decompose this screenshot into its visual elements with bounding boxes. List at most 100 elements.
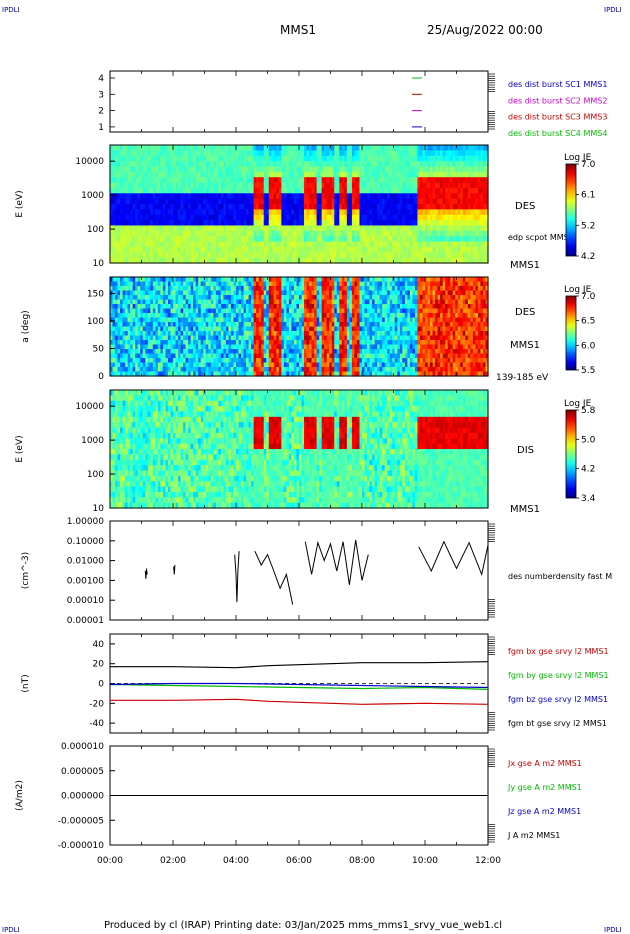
des-pa-cell bbox=[233, 299, 237, 305]
des-pa-cell bbox=[122, 331, 126, 337]
des-energy-cell bbox=[152, 241, 156, 248]
des-pa-cell bbox=[155, 322, 159, 328]
des-pa-cell bbox=[253, 358, 257, 364]
des-energy-cell bbox=[362, 155, 366, 162]
des-energy-cell bbox=[372, 204, 376, 210]
des-energy-cell bbox=[268, 230, 272, 237]
des-energy-cell bbox=[480, 193, 484, 200]
des-energy-cell bbox=[135, 155, 139, 162]
des-energy-cell bbox=[178, 246, 182, 253]
des-energy-cell bbox=[175, 257, 179, 264]
des-pa-cell bbox=[215, 308, 219, 314]
des-energy-cell bbox=[120, 177, 124, 184]
des-energy-cell bbox=[263, 145, 267, 151]
des-energy-cell bbox=[457, 198, 461, 205]
des-pa-cell bbox=[122, 349, 126, 355]
des-pa-cell bbox=[170, 367, 174, 373]
des-pa-cell bbox=[127, 367, 131, 373]
des-energy-cell bbox=[230, 177, 235, 184]
des-energy-cell bbox=[215, 161, 219, 168]
des-energy-cell bbox=[399, 209, 403, 216]
des-energy-cell bbox=[316, 241, 320, 248]
des-pa-cell bbox=[127, 322, 131, 328]
des-pa-cell bbox=[246, 353, 250, 359]
des-energy-cell bbox=[178, 198, 182, 205]
des-energy-cell bbox=[427, 187, 431, 194]
des-pa-cell bbox=[178, 290, 182, 296]
des-pa-cell bbox=[246, 304, 250, 310]
des-energy-cell bbox=[344, 204, 348, 210]
des-pa-cell bbox=[130, 349, 134, 355]
des-pa-cell bbox=[185, 331, 189, 337]
des-energy-cell bbox=[324, 214, 328, 221]
des-energy-cell bbox=[354, 161, 358, 168]
des-energy-cell bbox=[351, 246, 356, 253]
des-pa-cell bbox=[241, 349, 245, 355]
des-energy-cell bbox=[430, 214, 434, 221]
des-energy-cell bbox=[329, 150, 333, 157]
des-energy-cell bbox=[321, 150, 325, 157]
des-energy-cell bbox=[417, 193, 421, 200]
des-energy-cell bbox=[480, 230, 484, 237]
des-pa-cell bbox=[273, 335, 277, 341]
des-energy-cell bbox=[430, 155, 434, 162]
des-energy-cell bbox=[278, 150, 282, 157]
des-pa-cell bbox=[180, 349, 184, 355]
des-energy-cell bbox=[238, 236, 242, 243]
des-energy-cell bbox=[150, 230, 154, 237]
des-pa-cell bbox=[268, 335, 272, 341]
des-pa-cell bbox=[241, 335, 245, 341]
des-energy-cell bbox=[147, 193, 151, 200]
des-pa-cell bbox=[165, 331, 169, 337]
des-pa-cell bbox=[115, 295, 119, 301]
des-pa-cell bbox=[215, 335, 219, 341]
des-energy-sc-label: MMS1 bbox=[510, 260, 540, 271]
des-energy-cell bbox=[122, 220, 126, 227]
des-energy-cell bbox=[299, 145, 303, 151]
des-pa-cell bbox=[190, 349, 194, 355]
des-energy-cell bbox=[450, 257, 454, 264]
des-energy-cell bbox=[336, 204, 340, 210]
des-energy-cell bbox=[309, 246, 313, 253]
des-energy-cell bbox=[304, 257, 308, 264]
des-energy-cell bbox=[440, 155, 444, 162]
des-energy-cell bbox=[344, 214, 348, 221]
des-energy-cell bbox=[230, 171, 235, 178]
des-energy-cell bbox=[220, 193, 224, 200]
des-pa-cell bbox=[246, 367, 250, 373]
des-pa-cell bbox=[256, 326, 260, 332]
des-energy-cell bbox=[377, 145, 381, 151]
des-pa-cell bbox=[188, 313, 192, 319]
des-energy-cell bbox=[311, 252, 315, 259]
des-energy-cell bbox=[334, 155, 338, 162]
des-energy-cell bbox=[402, 204, 406, 210]
des-energy-cell bbox=[422, 182, 426, 189]
des-pa-cell bbox=[130, 358, 134, 364]
des-energy-cell bbox=[480, 145, 484, 151]
des-pa-cell bbox=[276, 277, 280, 283]
des-energy-cell bbox=[185, 177, 189, 184]
des-pa-cell bbox=[178, 322, 182, 328]
des-pa-cell bbox=[120, 349, 124, 355]
des-pa-cell bbox=[246, 326, 250, 332]
des-energy-cell bbox=[480, 241, 484, 248]
des-energy-cell bbox=[228, 187, 232, 194]
des-energy-cell bbox=[276, 145, 280, 151]
des-energy-cell bbox=[150, 166, 154, 173]
des-pa-cell bbox=[173, 313, 177, 319]
des-pa-cell bbox=[263, 326, 267, 332]
des-energy-cell bbox=[445, 177, 449, 184]
des-pa-cell bbox=[268, 344, 272, 350]
des-pa-cell bbox=[203, 281, 207, 287]
des-energy-cell bbox=[389, 225, 393, 232]
des-pa-cell bbox=[195, 286, 199, 292]
des-energy-cell bbox=[467, 220, 471, 227]
des-energy-cell bbox=[392, 252, 396, 259]
des-pa-cell bbox=[266, 335, 270, 341]
des-pa-cell bbox=[248, 331, 252, 337]
des-energy-cell bbox=[407, 252, 411, 259]
des-pa-cell bbox=[225, 326, 230, 332]
des-energy-cell bbox=[203, 161, 207, 168]
des-energy-cell bbox=[465, 177, 469, 184]
des-energy-cell bbox=[452, 171, 456, 178]
